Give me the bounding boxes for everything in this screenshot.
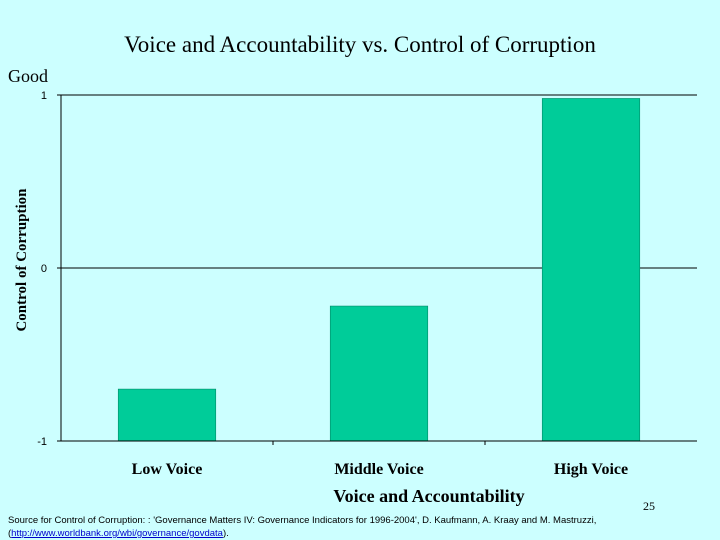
category-labels: Low Voice Middle Voice High Voice bbox=[132, 461, 628, 478]
bar bbox=[329, 305, 429, 442]
bar bbox=[117, 388, 217, 442]
x-axis-label: Voice and Accountability bbox=[333, 486, 524, 506]
y-tick-label: 1 bbox=[41, 90, 47, 102]
source-link-line: (http://www.worldbank.org/wbi/governance… bbox=[8, 527, 708, 540]
slide-number: 25 bbox=[643, 499, 655, 513]
chart-title: Voice and Accountability vs. Control of … bbox=[124, 32, 596, 57]
category-label: Low Voice bbox=[132, 461, 203, 478]
y-tick-label: -1 bbox=[37, 436, 47, 448]
category-label: High Voice bbox=[554, 461, 628, 478]
bar bbox=[541, 98, 641, 442]
source-text: Source for Control of Corruption: : 'Gov… bbox=[8, 515, 597, 526]
bars bbox=[117, 98, 641, 442]
source-note: Source for Control of Corruption: : 'Gov… bbox=[8, 514, 708, 540]
source-close: ). bbox=[222, 528, 229, 539]
good-label: Good bbox=[8, 66, 48, 86]
source-open: ( bbox=[8, 528, 12, 539]
category-label: Middle Voice bbox=[334, 461, 423, 478]
source-link[interactable]: http://www.worldbank.org/wbi/governance/… bbox=[11, 528, 223, 539]
y-axis-label: Control of Corruption bbox=[14, 188, 30, 332]
y-ticks: -1 0 1 bbox=[37, 90, 61, 448]
y-tick-label: 0 bbox=[41, 263, 47, 275]
